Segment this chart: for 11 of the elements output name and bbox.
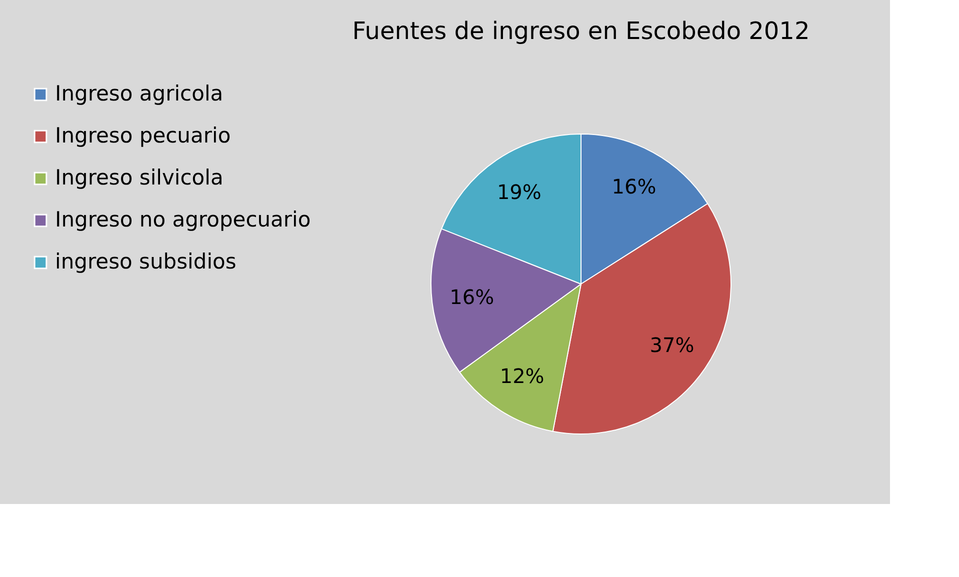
legend-label: Ingreso pecuario [55,124,231,148]
legend-label: Ingreso agricola [55,82,224,106]
legend-label: Ingreso silvicola [55,166,224,190]
chart-title: Fuentes de ingreso en Escobedo 2012 [352,17,810,45]
data-label: 16% [450,284,494,309]
data-label: 37% [650,332,694,357]
data-label: 16% [612,174,656,199]
data-label: 12% [500,364,544,388]
data-label: 19% [496,180,542,204]
legend-label: Ingreso no agropecuario [55,208,311,232]
legend-label: ingreso subsidios [55,250,236,274]
